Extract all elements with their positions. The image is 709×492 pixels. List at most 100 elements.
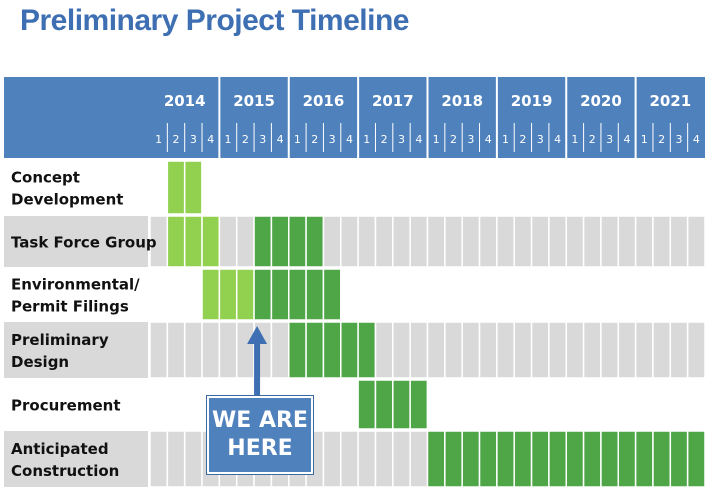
quarter-label: 1 bbox=[363, 133, 370, 146]
task-label: Environmental/Permit Filings bbox=[11, 276, 140, 316]
grid-cell bbox=[669, 268, 689, 321]
gantt-bar-segment bbox=[218, 268, 238, 321]
grid-cell bbox=[617, 160, 637, 215]
quarter-label: 4 bbox=[207, 133, 214, 146]
gantt-bar-segment bbox=[530, 430, 550, 488]
grid-cell bbox=[617, 215, 637, 268]
grid-cell bbox=[496, 215, 515, 268]
gantt-bar-segment bbox=[461, 430, 481, 488]
year-label: 2021 bbox=[649, 92, 691, 110]
gantt-bar-segment bbox=[183, 215, 203, 268]
task-label-cell bbox=[4, 380, 148, 429]
grid-cell bbox=[617, 321, 637, 379]
grid-cell bbox=[357, 160, 377, 215]
grid-cell bbox=[392, 430, 411, 488]
grid-cell bbox=[461, 215, 481, 268]
task-label-cell bbox=[4, 269, 148, 320]
year-label: 2016 bbox=[303, 92, 345, 110]
grid-cell bbox=[548, 215, 567, 268]
gantt-bar-segment bbox=[340, 321, 359, 379]
grid-cell bbox=[444, 215, 463, 268]
year-label: 2019 bbox=[511, 92, 553, 110]
grid-cell bbox=[634, 268, 654, 321]
grid-cell bbox=[235, 215, 255, 268]
gantt-bar-segment bbox=[374, 379, 394, 430]
grid-cell bbox=[392, 321, 411, 379]
grid-cell bbox=[166, 321, 186, 379]
grid-cell bbox=[686, 215, 706, 268]
gantt-bar-segment bbox=[478, 430, 498, 488]
grid-cell bbox=[374, 268, 394, 321]
gantt-bar-segment bbox=[201, 215, 221, 268]
grid-cell bbox=[478, 215, 498, 268]
grid-cell bbox=[686, 268, 706, 321]
task-label-cell bbox=[4, 431, 148, 487]
grid-cell bbox=[652, 215, 672, 268]
grid-cell bbox=[201, 160, 221, 215]
grid-cell bbox=[600, 268, 620, 321]
gantt-bar-segment bbox=[669, 430, 689, 488]
quarter-label: 2 bbox=[173, 133, 180, 146]
quarter-label: 2 bbox=[381, 133, 388, 146]
quarter-label: 3 bbox=[537, 133, 544, 146]
grid-cell bbox=[444, 268, 463, 321]
quarter-label: 2 bbox=[450, 133, 457, 146]
grid-cell bbox=[444, 160, 463, 215]
grid-cell bbox=[374, 215, 394, 268]
quarter-label: 3 bbox=[606, 133, 613, 146]
quarter-label: 2 bbox=[519, 133, 526, 146]
grid-cell bbox=[582, 268, 602, 321]
grid-cell bbox=[617, 268, 637, 321]
grid-cell bbox=[235, 160, 255, 215]
grid-cell bbox=[600, 321, 620, 379]
grid-cell bbox=[426, 215, 446, 268]
gantt-bar-segment bbox=[357, 321, 377, 379]
grid-cell bbox=[392, 268, 411, 321]
task-label: Procurement bbox=[11, 397, 121, 415]
gantt-bar-segment bbox=[426, 430, 446, 488]
grid-cell bbox=[340, 160, 359, 215]
quarter-label: 1 bbox=[155, 133, 162, 146]
grid-cell bbox=[478, 379, 498, 430]
gantt-bar-segment bbox=[582, 430, 602, 488]
gantt-bar-segment bbox=[565, 430, 585, 488]
grid-cell bbox=[357, 215, 377, 268]
gantt-bar-segment bbox=[288, 268, 307, 321]
grid-cell bbox=[582, 215, 602, 268]
gantt-bar-segment bbox=[166, 215, 186, 268]
quarter-label: 2 bbox=[242, 133, 249, 146]
grid-cell bbox=[669, 160, 689, 215]
grid-cell bbox=[513, 160, 533, 215]
gantt-bar-segment bbox=[634, 430, 654, 488]
grid-cell bbox=[426, 321, 446, 379]
quarter-label: 4 bbox=[485, 133, 492, 146]
grid-cell bbox=[183, 379, 203, 430]
grid-cell bbox=[530, 268, 550, 321]
grid-cell bbox=[530, 379, 550, 430]
grid-cell bbox=[218, 160, 238, 215]
quarter-label: 2 bbox=[589, 133, 596, 146]
grid-cell bbox=[496, 160, 515, 215]
quarter-label: 4 bbox=[415, 133, 422, 146]
gantt-bar-segment bbox=[600, 430, 620, 488]
gantt-bar-segment bbox=[253, 215, 273, 268]
grid-cell bbox=[634, 379, 654, 430]
grid-cell bbox=[565, 321, 585, 379]
gantt-bar-segment bbox=[183, 160, 203, 215]
quarter-label: 2 bbox=[658, 133, 665, 146]
grid-cell bbox=[530, 321, 550, 379]
grid-cell bbox=[565, 379, 585, 430]
grid-cell bbox=[669, 215, 689, 268]
grid-cell bbox=[461, 321, 481, 379]
page-title: Preliminary Project Timeline bbox=[20, 4, 409, 37]
grid-cell bbox=[253, 160, 273, 215]
task-label-cell bbox=[4, 322, 148, 378]
grid-cell bbox=[270, 321, 290, 379]
grid-cell bbox=[409, 430, 429, 488]
gantt-bar-segment bbox=[357, 379, 377, 430]
gantt-bar-segment bbox=[270, 215, 290, 268]
quarter-label: 3 bbox=[329, 133, 336, 146]
grid-cell bbox=[548, 379, 567, 430]
grid-cell bbox=[461, 160, 481, 215]
grid-cell bbox=[322, 160, 342, 215]
